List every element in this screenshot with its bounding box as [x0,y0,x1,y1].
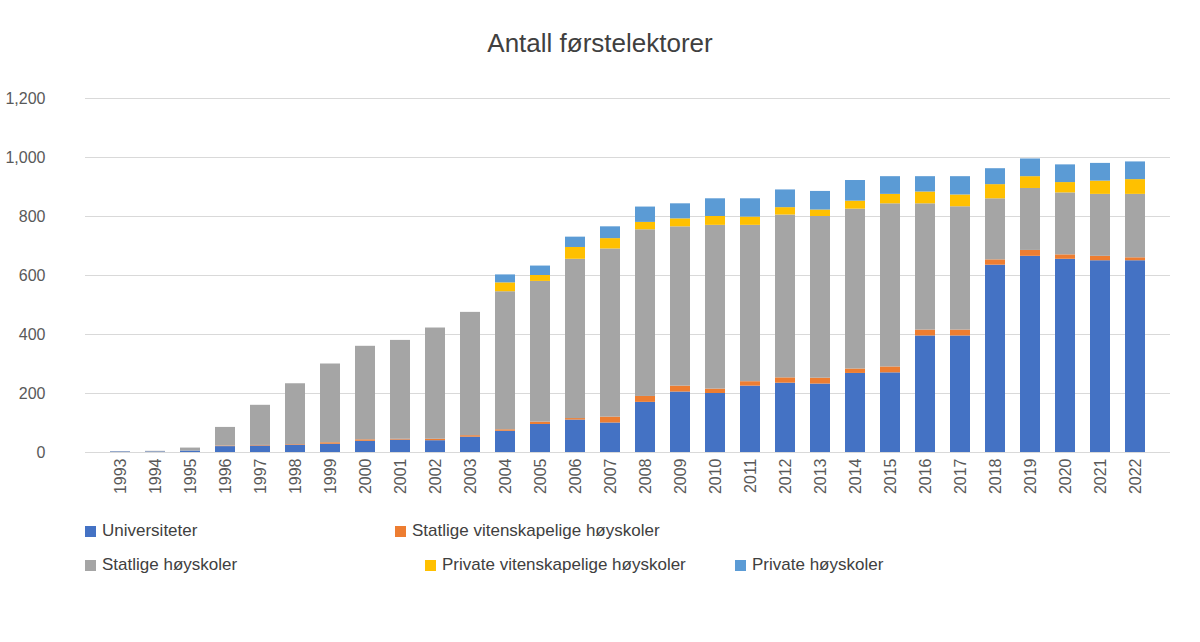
svg-text:2001: 2001 [392,458,409,494]
svg-text:2008: 2008 [637,458,654,494]
svg-text:2012: 2012 [777,458,794,494]
svg-text:2005: 2005 [532,458,549,494]
svg-text:2019: 2019 [1022,458,1039,494]
svg-text:400: 400 [19,326,46,343]
svg-text:2010: 2010 [707,458,724,494]
svg-text:2004: 2004 [497,458,514,494]
html-text:Statlige vitenskapelige høysko: Statlige vitenskapelige høyskoler [412,521,660,540]
svg-text:2017: 2017 [952,458,969,494]
svg-text:2013: 2013 [812,458,829,494]
svg-text:1,200: 1,200 [5,90,45,107]
svg-text:1993: 1993 [112,458,129,494]
svg-text:2011: 2011 [742,458,759,493]
svg-text:800: 800 [19,208,46,225]
svg-text:1997: 1997 [252,458,269,494]
svg-text:2003: 2003 [462,458,479,494]
html-text:Private høyskoler: Private høyskoler [752,555,884,574]
html-text:Universiteter: Universiteter [102,521,198,540]
svg-text:1,000: 1,000 [5,149,45,166]
svg-text:600: 600 [19,267,46,284]
svg-text:2022: 2022 [1127,458,1144,494]
svg-text:2006: 2006 [567,458,584,494]
svg-text:2015: 2015 [882,458,899,494]
svg-text:1994: 1994 [147,458,164,494]
svg-text:1996: 1996 [217,458,234,494]
svg-text:2007: 2007 [602,458,619,494]
html-text:Statlige høyskoler: Statlige høyskoler [102,555,238,574]
html-text:Antall førstelektorer: Antall førstelektorer [487,28,713,58]
svg-text:2021: 2021 [1092,458,1109,494]
svg-text:2016: 2016 [917,458,934,494]
svg-text:2009: 2009 [672,458,689,494]
html-text:Private vitenskapelige høyskol: Private vitenskapelige høyskoler [442,555,686,574]
svg-text:1995: 1995 [182,458,199,494]
svg-text:1999: 1999 [322,458,339,494]
svg-text:200: 200 [19,385,46,402]
svg-text:2018: 2018 [987,458,1004,494]
svg-text:0: 0 [37,444,46,461]
svg-text:2000: 2000 [357,458,374,494]
svg-text:2014: 2014 [847,458,864,494]
svg-text:2002: 2002 [427,458,444,494]
svg-text:2020: 2020 [1057,458,1074,494]
svg-text:1998: 1998 [287,458,304,494]
